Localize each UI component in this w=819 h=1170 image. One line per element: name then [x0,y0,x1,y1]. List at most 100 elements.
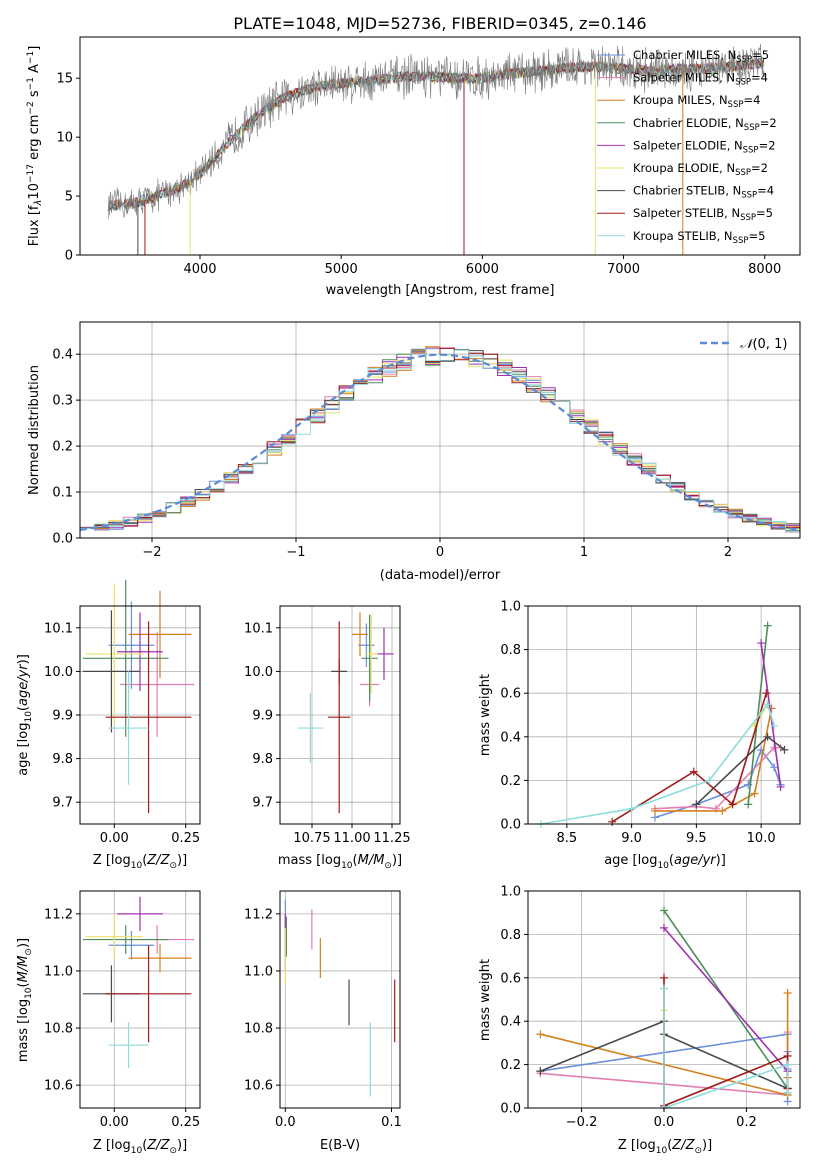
legend-label: Salpeter STELIB, NSSP=5 [633,206,773,223]
spectrum-ytick-label: 10 [56,131,73,146]
mwAge-lines [536,621,789,828]
ageZ-xlabel: Z [log10(Z/Z⊙)] [93,853,187,871]
mwAge-marker [728,800,737,809]
mZ-xtick-label: 0.25 [171,1115,200,1130]
ageM-ytick-label: 10.0 [244,665,273,680]
ageM-xtick-label: 10.75 [293,831,330,846]
spectrum-ylabel: Flux [fλ10−17 erg cm−2 s−1 A−1] [26,46,44,247]
spectrum-xlabel: wavelength [Angstrom, rest frame] [326,283,555,298]
mwAge-ytick-label: 0.2 [500,774,521,789]
normal-curve [80,353,800,531]
mwAge-ylabel: mass weight [478,674,493,756]
mwZ-xtick-label: −0.2 [566,1115,598,1130]
mE-frame [279,890,401,1109]
mwAge-series-3 [747,625,769,805]
mwAge-marker [650,806,659,815]
residuals-ytick-label: 0.2 [52,440,73,455]
mwAge-series-2 [654,708,773,812]
residuals-ytick-label: 0.1 [52,486,73,501]
legend-label: Chabrier STELIB, NSSP=4 [633,184,774,201]
mE-ytick-label: 10.6 [244,1079,273,1094]
ageM-ytick-label: 9.9 [252,709,273,724]
ageM-xtick-label: 11.00 [333,831,370,846]
mwAge-xtick-label: 9.5 [686,831,707,846]
residuals-ytick-label: 0.4 [52,348,73,363]
mZ-ytick-label: 11.0 [44,964,73,979]
mE-xlabel: E(B-V) [320,1138,360,1153]
mwZ-marker [783,1051,792,1060]
mwAge-ytick-label: 1.0 [500,600,521,615]
mwAge-marker [750,789,759,798]
residuals-xtick-label: −1 [286,545,305,560]
mwZ-marker [660,973,668,982]
residuals-panel: −2 −1 0 1 2 0.0 0.1 0.2 0.3 0.4 𝒩(0, 1) (data-mod… [27,321,801,583]
mass-vs-ebv-panel: 0.0 0.1 10.6 10.8 11.0 11.2 [244,890,402,1130]
residuals-xlabel: (data-model)/error [380,568,501,583]
legend-label: Salpeter MILES, NSSP=4 [633,71,768,88]
residuals-ytick-label: 0.3 [52,394,73,409]
mwAge-frame [527,605,801,825]
mwAge-marker [627,804,636,813]
mwZ-marker [660,923,668,932]
spectrum-lines [107,43,765,255]
ageM-xlabel: mass [log10(M/M⊙)] [278,853,402,871]
residuals-xtick-label: 0 [436,545,444,560]
mZ-ytick-label: 11.2 [44,907,73,922]
ageZ-ytick-label: 10.0 [44,665,73,680]
mwAge-series-7 [611,692,768,823]
mwAge-ytick-label: 0.0 [500,818,521,833]
observed-spectrum [107,43,765,220]
mwAge-marker [744,800,753,809]
mwZ-ytick-label: 0.0 [500,1102,521,1117]
mE-ytick-label: 11.2 [244,907,273,922]
mwZ-xlabel: Z [log10(Z/Z⊙)] [618,1138,712,1156]
mwAge-xtick-label: 9.0 [621,831,642,846]
mwZ-series-4 [663,927,789,1072]
mwAge-marker [718,806,727,815]
mwAge-xlabel: age [log10(age/yr)] [604,853,726,871]
mwAge-marker [750,721,759,730]
mwZ-marker [660,906,668,915]
mwAge-marker [763,732,772,741]
mwAge-marker [770,763,779,772]
spectrum-panel: Chabrier MILES, NSSP=5 Salpeter MILES, NS… [26,36,801,298]
residuals-ylabel: Normed distribution [27,365,42,495]
mwZ-ytick-label: 1.0 [500,885,521,900]
spectrum-ytick-label: 0 [65,249,73,264]
ageM-xtick-label: 11.25 [373,831,410,846]
spectrum-xtick-label: 6000 [466,262,499,277]
mwAge-xtick-label: 8.5 [557,831,578,846]
mZ-xtick-label: 0.00 [100,1115,129,1130]
residuals-xtick-label: −2 [142,545,161,560]
age-vs-metallicity-panel: 0.00 0.25 9.7 9.8 9.9 10.0 10.1 [44,579,201,846]
legend-label: Chabrier MILES, NSSP=5 [633,48,769,65]
mwAge-marker [705,776,714,785]
mZ-points [82,896,195,1069]
legend-label: Salpeter ELODIE, NSSP=2 [633,138,776,155]
mwAge-ytick-label: 0.8 [500,643,521,658]
spectrum-xtick-label: 8000 [748,262,781,277]
normal-curve-legend: 𝒩(0, 1) [700,337,787,352]
mwAge-marker [776,782,785,791]
mwZ-ytick-label: 0.8 [500,928,521,943]
ageM-ytick-label: 9.8 [252,752,273,767]
ageZ-ytick-label: 9.8 [52,752,73,767]
mE-ytick-label: 11.0 [244,964,273,979]
mE-points [284,899,396,1097]
mwZ-ylabel: mass weight [478,959,493,1041]
mwZ-lines [536,906,792,1112]
mwZ-marker [783,1088,792,1097]
mwAge-xtick-label: 10.0 [747,831,776,846]
mwAge-marker [608,817,617,826]
mwZ-marker [783,988,792,997]
mwZ-ytick-label: 0.4 [500,1015,521,1030]
mwAge-series-6 [695,735,785,805]
figure-title: PLATE=1048, MJD=52736, FIBERID=0345, z=0… [233,14,646,33]
mZ-xlabel: Z [log10(Z/Z⊙)] [93,1138,187,1156]
mwZ-ytick-label: 0.2 [500,1058,521,1073]
mE-ytick-label: 10.8 [244,1022,273,1037]
mwAge-ytick-label: 0.4 [500,730,521,745]
legend-label: Kroupa ELODIE, NSSP=2 [633,161,768,178]
spectrum-xtick-label: 7000 [607,262,640,277]
age-vs-mass-panel: 10.75 11.00 11.25 9.7 9.8 9.9 10.0 10.1 [244,605,411,846]
